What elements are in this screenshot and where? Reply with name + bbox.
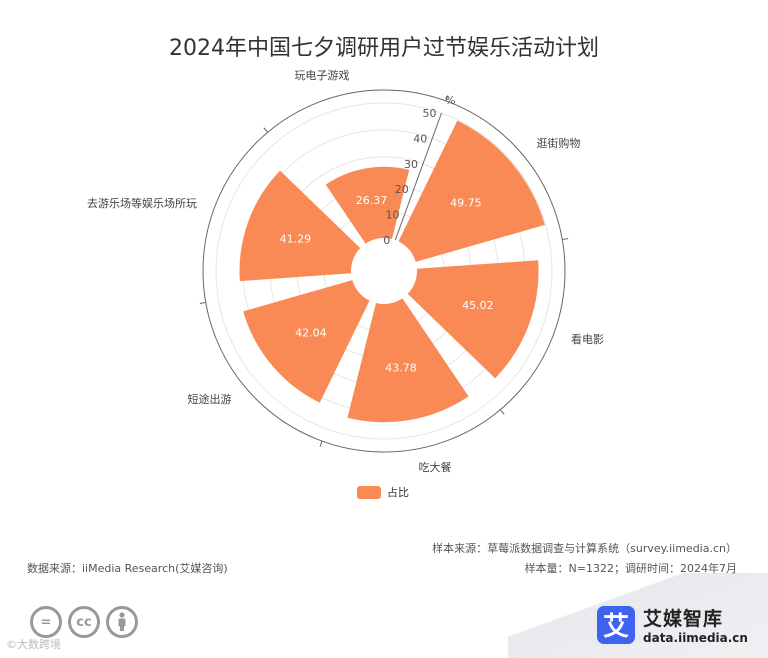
category-label-2: 吃大餐 — [419, 460, 452, 474]
radial-grid-circle — [215, 102, 553, 440]
category-label-0: 逛街购物 — [536, 136, 580, 150]
angle-tick — [199, 301, 206, 304]
category-label-4: 去游乐场等娱乐场所玩 — [87, 196, 197, 210]
angle-tick — [319, 440, 323, 447]
radial-axis-line — [394, 112, 442, 241]
category-label-3: 短途出游 — [188, 392, 232, 406]
value-label-5: 26.37 — [356, 194, 388, 207]
brand-url: data.iimedia.cn — [643, 631, 748, 645]
radial-tick-label-5: 50 — [422, 107, 436, 120]
watermark: ©大数跨境 — [6, 638, 61, 651]
radial-tick-label-2: 20 — [395, 183, 409, 196]
legend-label: 占比 — [387, 486, 409, 499]
data-source: 数据来源：iiMedia Research(艾媒咨询) — [27, 562, 228, 575]
angle-tick — [445, 95, 449, 102]
angle-tick — [562, 238, 569, 241]
angle-tick — [499, 409, 505, 415]
chart-title: 2024年中国七夕调研用户过节娱乐活动计划 — [169, 36, 599, 61]
bar-2 — [347, 298, 469, 423]
value-label-3: 42.04 — [295, 326, 327, 339]
person-icon — [106, 606, 138, 638]
radial-tick-label-3: 30 — [404, 158, 418, 171]
bar-0 — [398, 120, 545, 262]
category-label-1: 看电影 — [571, 332, 604, 346]
angle-tick — [263, 127, 269, 133]
cc-icon: cc — [68, 606, 100, 638]
bar-5 — [325, 166, 410, 244]
angle-axis-circle — [202, 89, 566, 453]
radial-tick-label-0: 0 — [383, 234, 390, 247]
radial-axis-unit: % — [445, 94, 455, 107]
radial-tick-label-1: 10 — [386, 209, 400, 222]
category-label-5: 玩电子游戏 — [294, 69, 349, 82]
brand-name: 艾媒智库 — [643, 608, 724, 630]
equals-icon: = — [30, 606, 62, 638]
legend-swatch — [357, 485, 381, 499]
brand-background — [508, 573, 768, 658]
sample-info: 样本量：N=1322；调研时间：2024年7月 — [524, 562, 737, 575]
brand: 艾 艾媒智库 data.iimedia.cn — [597, 604, 748, 645]
value-label-1: 45.02 — [462, 299, 494, 312]
brand-logo-icon: 艾 — [597, 605, 635, 644]
sample-source: 样本来源：草莓派数据调查与计算系统（survey.iimedia.cn） — [432, 542, 737, 555]
value-label-4: 41.29 — [280, 233, 312, 246]
radial-tick-label-4: 40 — [413, 133, 427, 146]
license-icons: = cc — [30, 606, 138, 638]
bar-3 — [243, 280, 370, 403]
value-label-0: 49.75 — [450, 196, 482, 209]
bar-4 — [239, 170, 361, 282]
bar-1 — [407, 260, 539, 379]
legend[interactable]: 占比 — [357, 484, 409, 500]
value-label-2: 43.78 — [385, 362, 417, 375]
